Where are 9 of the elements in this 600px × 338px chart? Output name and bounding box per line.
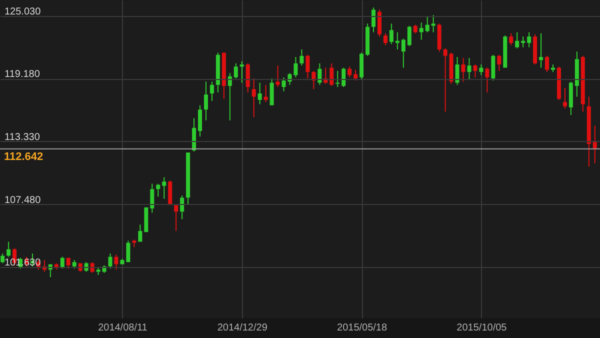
y-tick-label: 113.330 [4,132,40,143]
x-tick-label: 2015/05/18 [337,322,388,334]
y-tick-label: 119.180 [4,69,40,80]
x-tick-label: 2015/10/05 [456,322,508,334]
y-tick-label: 125.030 [4,6,42,18]
y-tick-label: 107.480 [4,194,42,206]
x-tick-label: 2014/12/29 [217,322,268,334]
x-tick-label: 2014/08/11 [98,322,148,334]
ref-line-label: 112.642 [4,150,44,163]
